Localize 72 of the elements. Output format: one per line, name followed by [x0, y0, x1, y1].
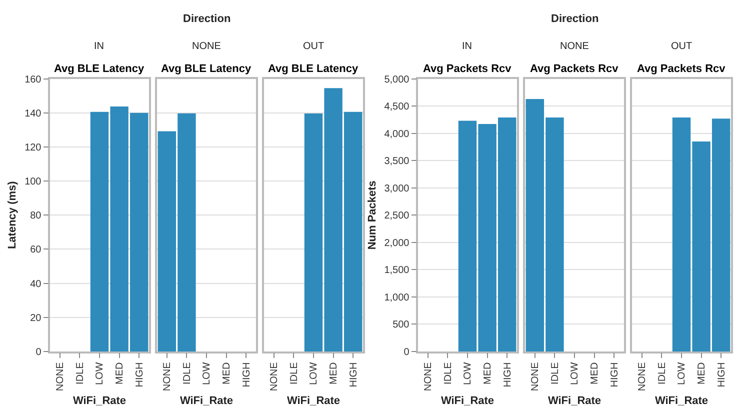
x-tick-label: NONE [55, 362, 66, 392]
chart-title: Avg BLE Latency [268, 63, 359, 75]
x-tick-label: NONE [637, 362, 648, 392]
x-tick-label: IDLE [74, 362, 86, 384]
x-tick-label: HIGH [134, 362, 146, 388]
chart-title: Avg Packets Rcv [637, 63, 726, 75]
x-tick-label: NONE [530, 362, 542, 392]
chart-subtitle: OUT [671, 41, 692, 52]
x-tick-label: IDLE [550, 362, 561, 384]
y-tick-label: 0 [404, 346, 410, 358]
chart-subtitle: IN [462, 41, 472, 52]
y-tick-label: 1,500 [384, 265, 410, 276]
x-tick-label: MED [222, 362, 233, 384]
x-axis-title: WiFi_Rate [654, 394, 708, 407]
x-tick-label: NONE [423, 362, 434, 392]
x-tick-label: MED [590, 362, 601, 384]
x-tick-label: LOW [462, 362, 474, 386]
x-tick-label: MED [482, 362, 494, 384]
x-tick-label: MED [696, 362, 708, 384]
x-tick-label: LOW [308, 362, 320, 386]
y-axis-title: Latency (ms) [6, 180, 19, 250]
text: Direction [183, 13, 231, 25]
x-tick-label: MED [114, 362, 126, 384]
chart-subtitle: OUT [303, 41, 324, 52]
y-tick-label: 5,000 [384, 74, 410, 86]
x-tick-label: HIGH [348, 362, 360, 388]
y-tick-label: 0 [36, 346, 42, 358]
x-tick-label: NONE [162, 362, 174, 392]
chart-subtitle: IN [94, 41, 104, 52]
y-tick-label: 160 [24, 74, 42, 86]
chart-title: Avg Packets Rcv [423, 63, 512, 75]
x-tick-label: HIGH [502, 362, 514, 388]
x-axis-title: WiFi_Rate [286, 394, 340, 407]
chart-subtitle: NONE [192, 41, 222, 52]
x-tick-label: IDLE [442, 362, 454, 384]
x-tick-label: LOW [202, 362, 213, 386]
y-tick-label: 2,500 [384, 210, 410, 222]
x-tick-label: IDLE [182, 362, 193, 384]
x-tick-label: NONE [269, 362, 280, 392]
y-tick-label: 1,000 [384, 292, 410, 304]
y-tick-label: 2,000 [384, 238, 410, 249]
y-tick-label: 80 [30, 210, 42, 222]
y-tick-label: 120 [24, 142, 42, 154]
chart-title: Avg BLE Latency [161, 63, 252, 75]
x-tick-label: HIGH [716, 362, 728, 388]
x-axis-title: WiFi_Rate [180, 394, 234, 407]
y-tick-label: 60 [30, 244, 42, 256]
y-tick-label: 100 [24, 176, 42, 188]
y-tick-label: 20 [30, 312, 42, 324]
y-tick-label: 3,000 [384, 183, 410, 194]
chart-title: Avg BLE Latency [54, 63, 145, 75]
x-axis-title: WiFi_Rate [72, 394, 126, 407]
y-axis-title: Num Packets [366, 180, 378, 250]
x-axis-title: WiFi_Rate [440, 394, 494, 407]
text: Direction [551, 13, 599, 25]
x-tick-label: MED [328, 362, 340, 384]
y-tick-label: 40 [30, 278, 42, 290]
chart-subtitle: NONE [560, 41, 590, 52]
x-tick-label: LOW [94, 362, 106, 386]
x-tick-label: LOW [570, 362, 581, 386]
x-tick-label: IDLE [288, 362, 300, 384]
y-tick-label: 3,500 [384, 156, 410, 168]
x-tick-label: IDLE [656, 362, 668, 384]
y-tick-label: 4,000 [384, 128, 410, 140]
y-tick-label: 140 [24, 108, 42, 120]
chart-title: Avg Packets Rcv [530, 63, 620, 75]
x-tick-label: LOW [676, 362, 688, 386]
x-tick-label: HIGH [241, 362, 252, 388]
x-axis-title: WiFi_Rate [548, 394, 602, 407]
x-tick-label: HIGH [609, 362, 620, 388]
y-tick-label: 4,500 [384, 102, 410, 113]
y-tick-label: 500 [392, 320, 410, 331]
